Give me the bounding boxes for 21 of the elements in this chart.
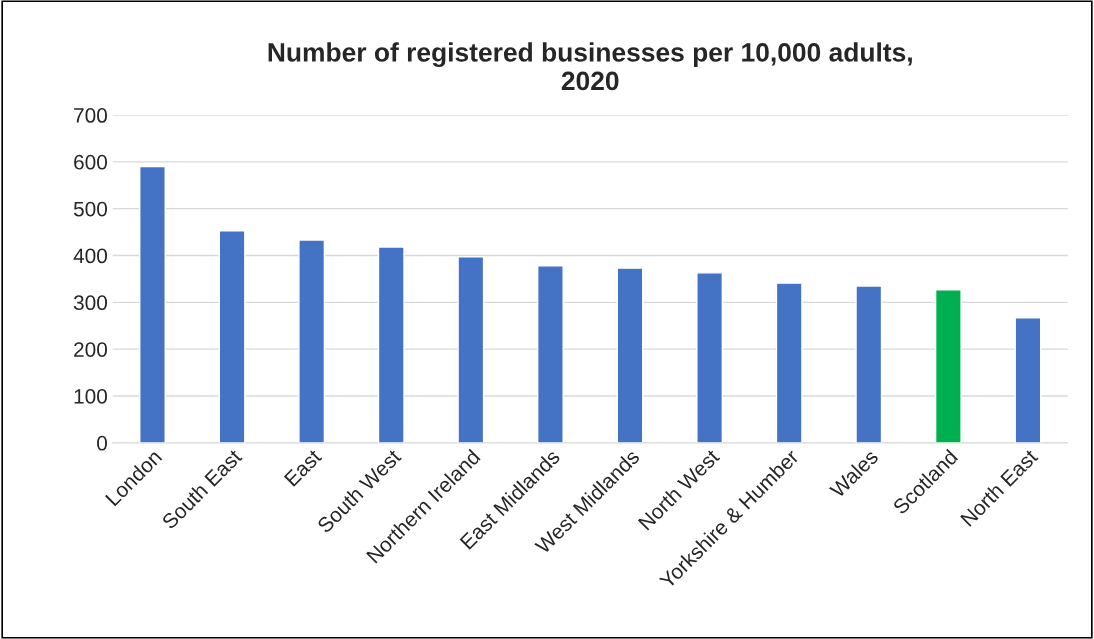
bar bbox=[377, 246, 405, 443]
y-tick-label: 400 bbox=[73, 248, 108, 264]
bar bbox=[218, 229, 246, 443]
bar bbox=[934, 288, 962, 443]
bar bbox=[696, 272, 724, 443]
y-tick-label: 600 bbox=[74, 154, 108, 170]
y-tick-label: 300 bbox=[73, 295, 108, 311]
bar bbox=[775, 282, 803, 443]
bar bbox=[298, 239, 326, 443]
y-tick-label: 200 bbox=[74, 342, 108, 357]
chart-title: Number of registered businesses per 10,000 adults, 2020 bbox=[268, 42, 912, 91]
bar bbox=[536, 265, 564, 443]
bar bbox=[139, 165, 166, 443]
bar bbox=[855, 285, 883, 443]
bar bbox=[457, 256, 485, 443]
y-tick-label: 0 bbox=[97, 435, 108, 451]
y-tick-label: 100 bbox=[74, 389, 108, 404]
y-tick-label: 500 bbox=[73, 201, 108, 217]
bar bbox=[1014, 317, 1042, 443]
y-tick-label: 700 bbox=[74, 108, 108, 123]
bar bbox=[616, 267, 644, 443]
